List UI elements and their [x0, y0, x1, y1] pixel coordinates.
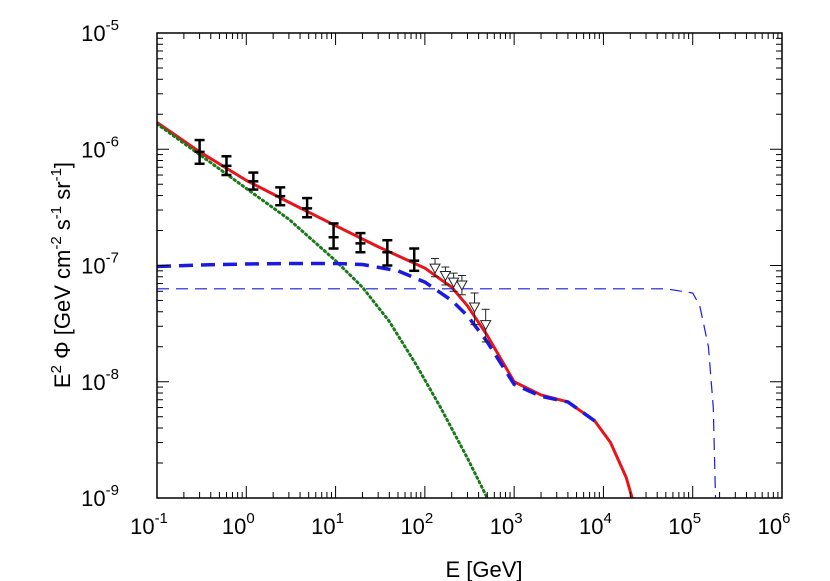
points-layer: [194, 138, 492, 343]
y-label-sup-4: -1: [48, 168, 65, 181]
triangle-point: [429, 263, 441, 275]
x-tick-label: 100: [222, 510, 255, 539]
x-tick-label: 106: [758, 510, 791, 539]
x-tick-label: 103: [490, 510, 523, 539]
y-label-s: s: [50, 219, 75, 236]
y-label-prefix: E: [50, 373, 75, 388]
series-line-solid: [157, 121, 634, 498]
x-axis-label: E [GeV]: [445, 557, 522, 581]
y-label-sup-3: -1: [48, 206, 65, 219]
y-label-sup-1: 2: [48, 365, 65, 373]
series-layer: [157, 121, 717, 498]
x-tick-label: 102: [400, 510, 433, 539]
axis-ticks: [156, 32, 783, 499]
y-label-sup-2: -2: [48, 236, 65, 249]
y-axis-label: E2 Φ [GeV cm-2 s-1 sr-1]: [48, 162, 75, 388]
x-tick-label: 104: [579, 510, 612, 539]
triangle-point: [479, 320, 492, 331]
y-tick-label: 10-5: [81, 17, 119, 46]
y-tick-label: 10-6: [81, 133, 119, 162]
y-label-mid: Φ [GeV cm: [50, 250, 75, 365]
y-tick-label: 10-8: [81, 366, 119, 395]
series-line-dashed-thin: [157, 288, 717, 498]
triangle-point: [468, 302, 481, 313]
y-label-end: ]: [50, 162, 75, 168]
x-tick-label: 10-1: [130, 510, 168, 539]
series-line-dashed-thick: [157, 261, 596, 423]
x-tick-label: 105: [668, 510, 701, 539]
series-line-dotted: [157, 122, 489, 498]
x-tick-label: 101: [311, 510, 344, 539]
tick-labels: 10-1 100 101 102 103 104 105 106 10-9 10-8 10-7 10-…: [81, 17, 790, 539]
y-tick-label: 10-9: [81, 482, 119, 511]
triangle-point: [456, 280, 468, 292]
triangle-point: [439, 271, 452, 282]
triangle-point: [447, 277, 460, 289]
y-label-sr: sr: [50, 181, 75, 205]
y-tick-label: 10-7: [81, 250, 119, 279]
